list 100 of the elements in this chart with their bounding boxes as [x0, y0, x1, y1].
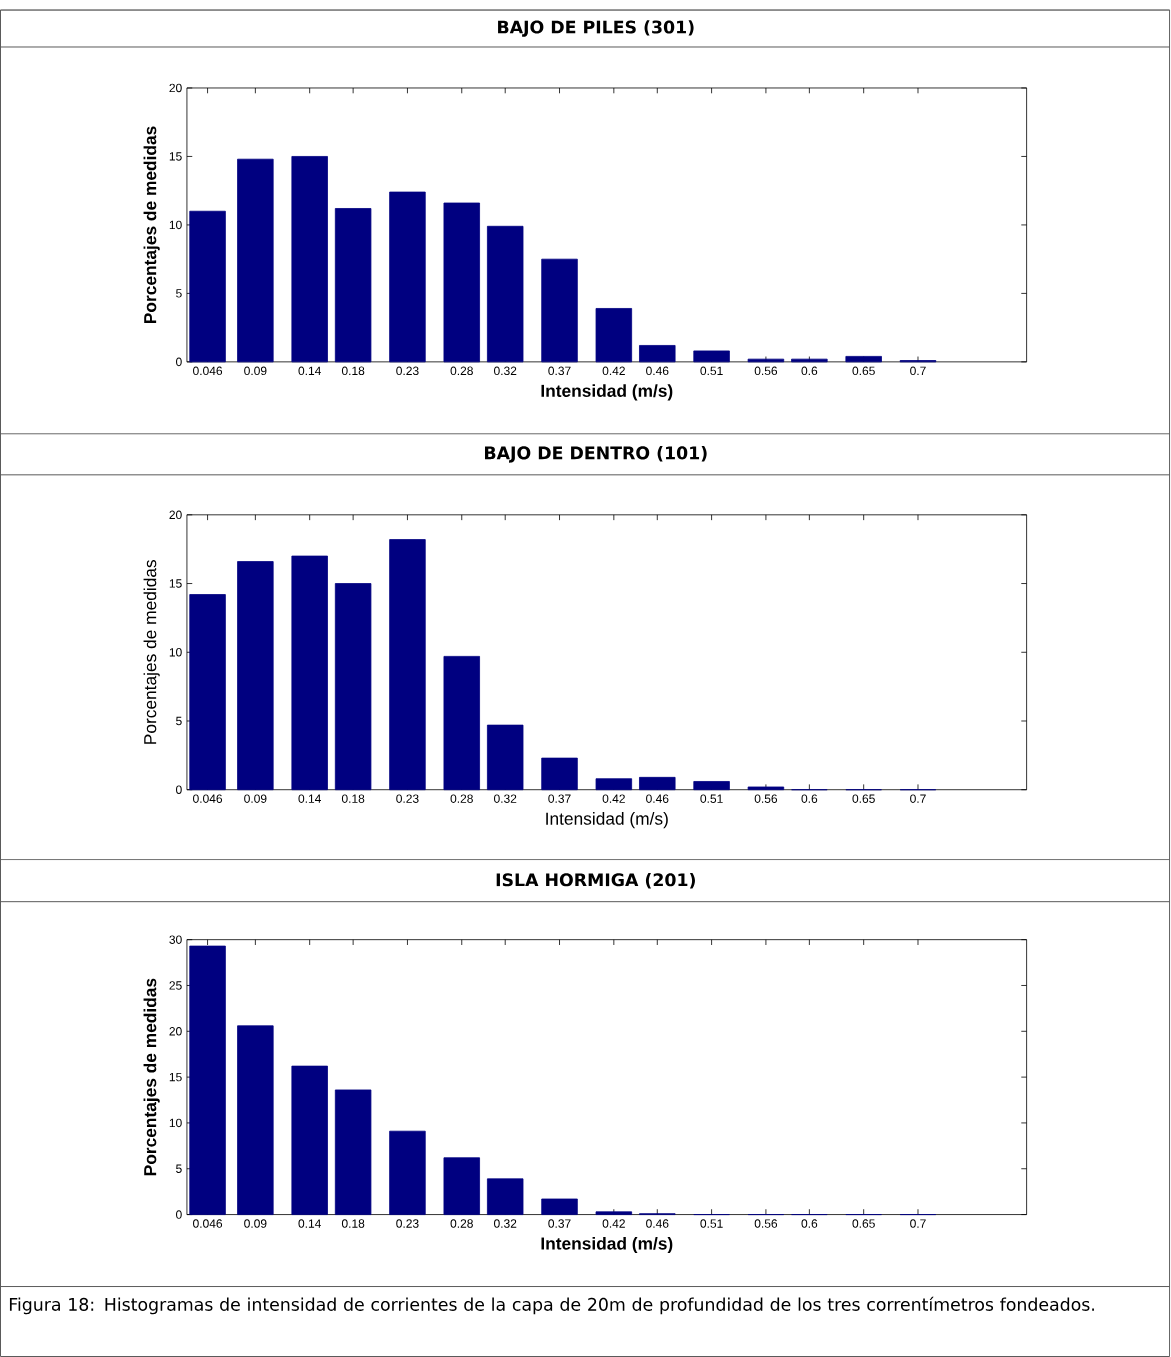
bar: [291, 1065, 329, 1215]
bar: [335, 1089, 372, 1215]
bar: [389, 191, 426, 363]
x-tick-label: 0.51: [700, 366, 723, 376]
x-tick-label: 0.42: [602, 1219, 626, 1228]
bar: [487, 1178, 524, 1215]
x-tick-label: 0.65: [852, 794, 876, 803]
y-tick-label: 20: [169, 510, 182, 520]
x-tick-label: 0.28: [450, 366, 474, 376]
bar: [237, 561, 274, 791]
x-tick-label: 0.56: [754, 794, 778, 803]
x-tick-label: 0.28: [450, 1219, 474, 1228]
bar: [443, 655, 481, 791]
x-tick-label: 0.14: [298, 1219, 322, 1228]
x-tick-label: 0.56: [754, 1219, 778, 1228]
y-tick-label: 10: [170, 648, 182, 657]
bar: [541, 757, 578, 791]
x-tick-label: 0.32: [494, 1219, 517, 1228]
x-axis-title: Intensidad (m/s): [546, 812, 669, 829]
x-tick-label: 0.6: [801, 1219, 818, 1228]
y-tick-label: 20: [169, 1027, 182, 1036]
x-tick-label: 0.23: [396, 794, 419, 803]
bar: [335, 208, 372, 363]
bar: [693, 781, 731, 791]
y-tick-label: 20: [169, 83, 182, 93]
bar: [189, 945, 226, 1215]
bar: [595, 308, 633, 363]
y-tick-label: 15: [170, 1072, 182, 1082]
x-tick-label: 0.18: [342, 1219, 365, 1228]
x-tick-label: 0.46: [646, 1219, 669, 1228]
y-tick-label: 0: [176, 357, 182, 367]
bar: [291, 156, 329, 363]
bar: [845, 356, 883, 363]
bar: [237, 158, 274, 363]
x-axis-title: Intensidad (m/s): [541, 384, 673, 401]
x-tick-label: 0.42: [602, 794, 626, 803]
y-tick-label: 10: [170, 1118, 182, 1128]
chart-title: BAJO DE DENTRO (101): [485, 446, 707, 463]
bar: [389, 1130, 426, 1215]
bar: [639, 776, 676, 791]
bar: [189, 210, 226, 363]
x-tick-label: 0.09: [244, 366, 267, 376]
bar: [595, 1211, 633, 1215]
x-tick-label: 0.56: [754, 366, 778, 376]
y-tick-label: 5: [176, 289, 182, 298]
x-axis-title: Intensidad (m/s): [541, 1236, 673, 1254]
x-tick-label: 0.23: [396, 1219, 419, 1228]
x-tick-label: 0.37: [548, 794, 571, 803]
y-tick-label: 30: [169, 935, 182, 944]
x-tick-label: 0.46: [646, 366, 669, 376]
x-tick-label: 0.28: [450, 794, 474, 803]
x-tick-label: 0.46: [646, 794, 669, 803]
bar: [693, 350, 731, 363]
x-tick-label: 0.51: [700, 794, 723, 803]
y-axis-title: Porcentajes de medidas: [143, 559, 160, 744]
bar: [389, 539, 426, 791]
bar: [237, 1025, 274, 1215]
y-axis-title: Porcentajes de medidas: [143, 126, 160, 323]
x-tick-label: 0.14: [298, 366, 322, 376]
y-tick-label: 0: [176, 785, 182, 794]
x-tick-label: 0.51: [700, 1219, 723, 1228]
bar: [541, 258, 578, 363]
bar: [791, 358, 828, 363]
y-axis-title: Porcentajes de medidas: [143, 978, 160, 1176]
chart-title: BAJO DE PILES (301): [498, 20, 694, 37]
x-tick-label: 0.65: [852, 1219, 876, 1228]
x-tick-label: 0.6: [801, 366, 818, 376]
y-tick-label: 15: [170, 152, 182, 161]
y-tick-label: 5: [176, 716, 182, 726]
x-tick-label: 0.32: [494, 794, 517, 803]
y-tick-label: 25: [169, 981, 182, 990]
x-tick-label: 0.09: [244, 1219, 267, 1228]
x-tick-label: 0.6: [801, 794, 818, 803]
bar: [291, 555, 329, 791]
chart-title: ISLA HORMIGA (201): [496, 872, 696, 889]
x-tick-label: 0.32: [494, 366, 517, 376]
x-tick-label: 0.37: [548, 1219, 571, 1228]
bar: [639, 345, 676, 363]
x-tick-label: 0.09: [244, 794, 267, 803]
bar: [487, 225, 524, 363]
x-tick-label: 0.42: [602, 366, 626, 376]
bar: [189, 594, 226, 791]
y-tick-label: 15: [170, 579, 182, 588]
x-tick-label: 0.046: [193, 794, 223, 803]
x-tick-label: 0.37: [548, 366, 571, 376]
bar: [747, 786, 785, 791]
x-tick-label: 0.14: [298, 794, 322, 803]
text: Figura 18: Histogramas de intensidad de corrientes de la capa de 20m de profundidad de los tres correntímetros fondeados.: [10, 1296, 1095, 1315]
x-tick-label: 0.046: [193, 1219, 223, 1228]
bar: [443, 1157, 481, 1215]
x-tick-label: 0.7: [910, 1219, 926, 1228]
bar: [335, 583, 372, 791]
bar: [541, 1198, 578, 1215]
x-tick-label: 0.65: [852, 366, 876, 376]
y-tick-label: 10: [170, 220, 182, 230]
bar: [747, 358, 785, 363]
bar: [443, 202, 481, 363]
x-tick-label: 0.18: [342, 794, 365, 803]
bar: [487, 724, 524, 791]
x-tick-label: 0.7: [910, 794, 926, 803]
